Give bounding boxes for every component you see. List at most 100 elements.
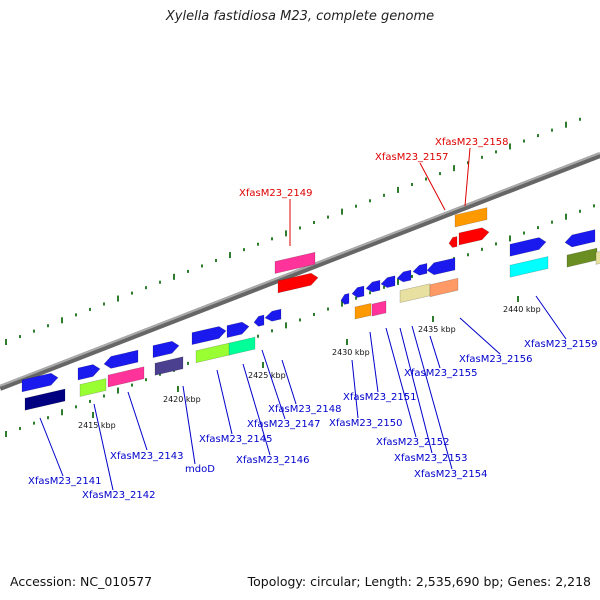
scale-tick-mark bbox=[92, 412, 94, 418]
gene-label[interactable]: XfasM23_2159 bbox=[524, 339, 598, 350]
gene-2152-arrow[interactable] bbox=[380, 275, 396, 289]
gene-2142-box[interactable] bbox=[79, 378, 107, 397]
gene-label[interactable]: XfasM23_2157 bbox=[375, 152, 449, 163]
leader-line bbox=[216, 369, 233, 435]
gene-2151-arrow[interactable] bbox=[365, 279, 381, 293]
gene-2159-arrow[interactable] bbox=[509, 236, 547, 257]
gene-label[interactable]: XfasM23_2141 bbox=[28, 476, 102, 487]
upper-ruler-tick bbox=[187, 269, 189, 273]
gene-2155-arrow[interactable] bbox=[426, 257, 456, 276]
gene-2159-box[interactable] bbox=[509, 256, 549, 278]
gene-label[interactable]: XfasM23_2143 bbox=[110, 451, 184, 462]
lower-ruler-tick bbox=[593, 204, 595, 208]
gene-label[interactable]: XfasM23_2150 bbox=[329, 418, 403, 429]
upper-ruler-tick bbox=[551, 128, 553, 132]
upper-ruler-tick bbox=[537, 134, 539, 138]
gene-label[interactable]: XfasM23_2147 bbox=[247, 419, 321, 430]
lower-ruler-tick bbox=[159, 372, 161, 376]
gene-2156-box[interactable] bbox=[429, 277, 459, 298]
gene-2153-arrow[interactable] bbox=[396, 269, 412, 283]
gene-label[interactable]: mdoD bbox=[185, 464, 215, 475]
gene-label[interactable]: XfasM23_2158 bbox=[435, 137, 509, 148]
lower-ruler-tick bbox=[523, 231, 525, 235]
scale-tick-label: 2420 kbp bbox=[163, 395, 201, 404]
upper-ruler-tick bbox=[453, 165, 455, 172]
gene-2141-box[interactable] bbox=[24, 388, 66, 411]
lower-ruler-tick bbox=[411, 274, 413, 278]
lower-ruler-tick bbox=[5, 431, 7, 437]
upper-ruler-tick bbox=[19, 335, 21, 339]
gene-2151-box[interactable] bbox=[371, 300, 387, 317]
upper-ruler-tick bbox=[173, 273, 175, 280]
leader-line bbox=[429, 335, 441, 369]
lower-ruler-tick bbox=[187, 361, 189, 365]
gene-2146-arrow[interactable] bbox=[226, 321, 250, 338]
genome-summary-text: Topology: circular; Length: 2,535,690 bp… bbox=[247, 574, 591, 589]
gene-label[interactable]: XfasM23_2145 bbox=[199, 434, 273, 445]
lower-ruler-tick bbox=[19, 427, 21, 431]
lower-ruler-tick bbox=[145, 378, 147, 382]
scale-tick-mark bbox=[346, 339, 348, 345]
gene-2158-box[interactable] bbox=[454, 207, 488, 228]
gene-label[interactable]: XfasM23_2152 bbox=[376, 437, 450, 448]
upper-ruler-tick bbox=[383, 193, 385, 197]
leader-line bbox=[182, 385, 196, 465]
gene-2154-arrow[interactable] bbox=[412, 263, 428, 276]
gene-label[interactable]: XfasM23_2146 bbox=[236, 455, 310, 466]
gene-2158-arrow[interactable] bbox=[458, 226, 490, 246]
upper-ruler-tick bbox=[579, 117, 581, 121]
gene-2150-box[interactable] bbox=[354, 302, 372, 320]
gene-label[interactable]: XfasM23_2142 bbox=[82, 490, 156, 501]
lower-ruler-tick bbox=[355, 296, 357, 300]
upper-ruler-tick bbox=[117, 295, 119, 302]
gene-label[interactable]: XfasM23_2153 bbox=[394, 453, 468, 464]
gene-2157-arrow[interactable] bbox=[448, 236, 458, 248]
lower-ruler-tick bbox=[61, 409, 63, 416]
lower-ruler-tick bbox=[467, 253, 469, 257]
gene-label[interactable]: XfasM23_2156 bbox=[459, 354, 533, 365]
gene-2141-arrow[interactable] bbox=[21, 372, 59, 393]
lower-ruler-tick bbox=[131, 383, 133, 387]
upper-ruler-tick bbox=[341, 208, 343, 215]
gene-label[interactable]: XfasM23_2149 bbox=[239, 188, 313, 199]
gene-2150b-arrow[interactable] bbox=[351, 285, 365, 299]
gene-2143-arrow[interactable] bbox=[103, 349, 139, 370]
lower-ruler-tick bbox=[537, 226, 539, 230]
gene-2160-box[interactable] bbox=[566, 247, 598, 268]
gene-2161-box[interactable] bbox=[595, 250, 600, 265]
lower-ruler-tick bbox=[383, 285, 385, 289]
gene-2149-box[interactable] bbox=[274, 251, 316, 274]
leader-line bbox=[351, 359, 359, 419]
gene-label[interactable]: XfasM23_2154 bbox=[414, 469, 488, 480]
gene-2160-arrow[interactable] bbox=[564, 229, 596, 249]
map-title: Xylella fastidiosa M23, complete genome bbox=[165, 9, 435, 24]
upper-ruler-tick bbox=[257, 242, 259, 246]
gene-2147-arrow[interactable] bbox=[253, 314, 265, 327]
gene-label[interactable]: XfasM23_2148 bbox=[268, 404, 342, 415]
gene-2148-arrow[interactable] bbox=[264, 308, 282, 323]
lower-ruler-tick bbox=[579, 209, 581, 213]
gene-2149-arrow[interactable] bbox=[277, 272, 319, 294]
accession-text: Accession: NC_010577 bbox=[10, 574, 153, 589]
gene-2150-arrow[interactable] bbox=[340, 293, 350, 305]
gene-2145-arrow[interactable] bbox=[191, 325, 227, 346]
gene-2142-arrow[interactable] bbox=[77, 363, 101, 381]
upper-ruler-tick bbox=[103, 302, 105, 306]
gene-2154-box[interactable] bbox=[399, 283, 431, 304]
upper-ruler-tick bbox=[439, 172, 441, 176]
leader-line bbox=[261, 349, 286, 420]
gene-2143-box[interactable] bbox=[107, 366, 145, 388]
gene-2146-box[interactable] bbox=[228, 336, 256, 356]
upper-ruler-tick bbox=[411, 182, 413, 186]
upper-ruler-tick bbox=[159, 280, 161, 284]
gene-2145-box[interactable] bbox=[195, 342, 231, 364]
gene-label[interactable]: XfasM23_2151 bbox=[343, 392, 417, 403]
mdoD-box[interactable] bbox=[154, 356, 184, 376]
gene-label[interactable]: XfasM23_2155 bbox=[404, 368, 478, 379]
upper-ruler-tick bbox=[145, 286, 147, 290]
upper-ruler-tick bbox=[131, 291, 133, 295]
mdoD-arrow[interactable] bbox=[152, 340, 180, 359]
leader-line bbox=[39, 417, 64, 477]
lower-ruler-tick bbox=[285, 322, 287, 329]
